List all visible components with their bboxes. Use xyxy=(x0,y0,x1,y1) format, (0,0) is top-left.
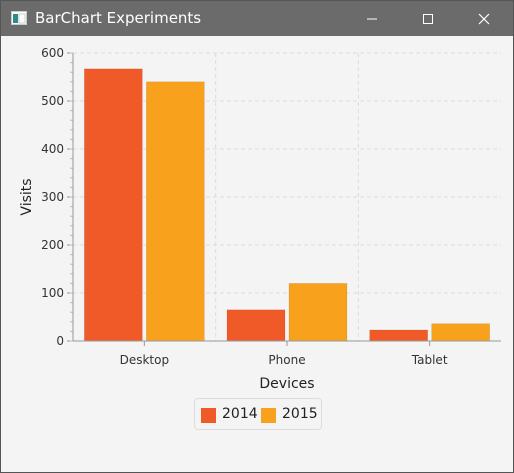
bar-phone-2014 xyxy=(226,309,286,342)
window-title: BarChart Experiments xyxy=(35,9,202,27)
maximize-icon xyxy=(423,13,433,24)
y-tick-label-400: 400 xyxy=(41,142,64,156)
bar-phone-2015 xyxy=(288,283,348,342)
bar-desktop-2014 xyxy=(84,68,143,342)
y-tick-label-200: 200 xyxy=(41,238,64,252)
y-tick-label-300: 300 xyxy=(41,190,64,204)
bars xyxy=(84,68,490,342)
x-tick-label-tablet: Tablet xyxy=(411,353,448,367)
y-axis-title: Visits xyxy=(19,178,35,215)
bar-tablet-2014 xyxy=(369,329,428,342)
minimize-icon xyxy=(367,18,377,19)
maximize-button[interactable] xyxy=(405,1,451,36)
legend-swatch-2014 xyxy=(201,408,216,423)
bar-desktop-2015 xyxy=(146,81,205,342)
legend-label-2015: 2015 xyxy=(282,406,318,422)
x-tick-label-phone: Phone xyxy=(268,353,305,367)
close-icon xyxy=(478,13,490,24)
y-tick-label-100: 100 xyxy=(41,286,64,300)
close-button[interactable] xyxy=(461,1,507,36)
legend-swatch-2015 xyxy=(261,408,276,423)
y-tick-label-0: 0 xyxy=(56,334,64,348)
grid xyxy=(73,52,501,341)
legend-label-2014: 2014 xyxy=(222,406,258,422)
bar-tablet-2015 xyxy=(431,323,490,342)
title-bar[interactable]: BarChart Experiments xyxy=(1,1,513,36)
y-tick-label-600: 600 xyxy=(41,46,64,60)
app-icon xyxy=(11,11,27,25)
y-tick-label-500: 500 xyxy=(41,94,64,108)
axes: 0 100 200 300 400 500 600 Desktop Phone Tablet xyxy=(41,46,501,367)
x-tick-label-desktop: Desktop xyxy=(120,353,170,367)
chart-legend: 2014 2015 xyxy=(194,398,322,430)
minimize-button[interactable] xyxy=(349,1,395,36)
bar-chart: 0 100 200 300 400 500 600 Desktop Phone Tablet Vi… xyxy=(19,46,501,392)
x-axis-title: Devices xyxy=(259,376,314,392)
